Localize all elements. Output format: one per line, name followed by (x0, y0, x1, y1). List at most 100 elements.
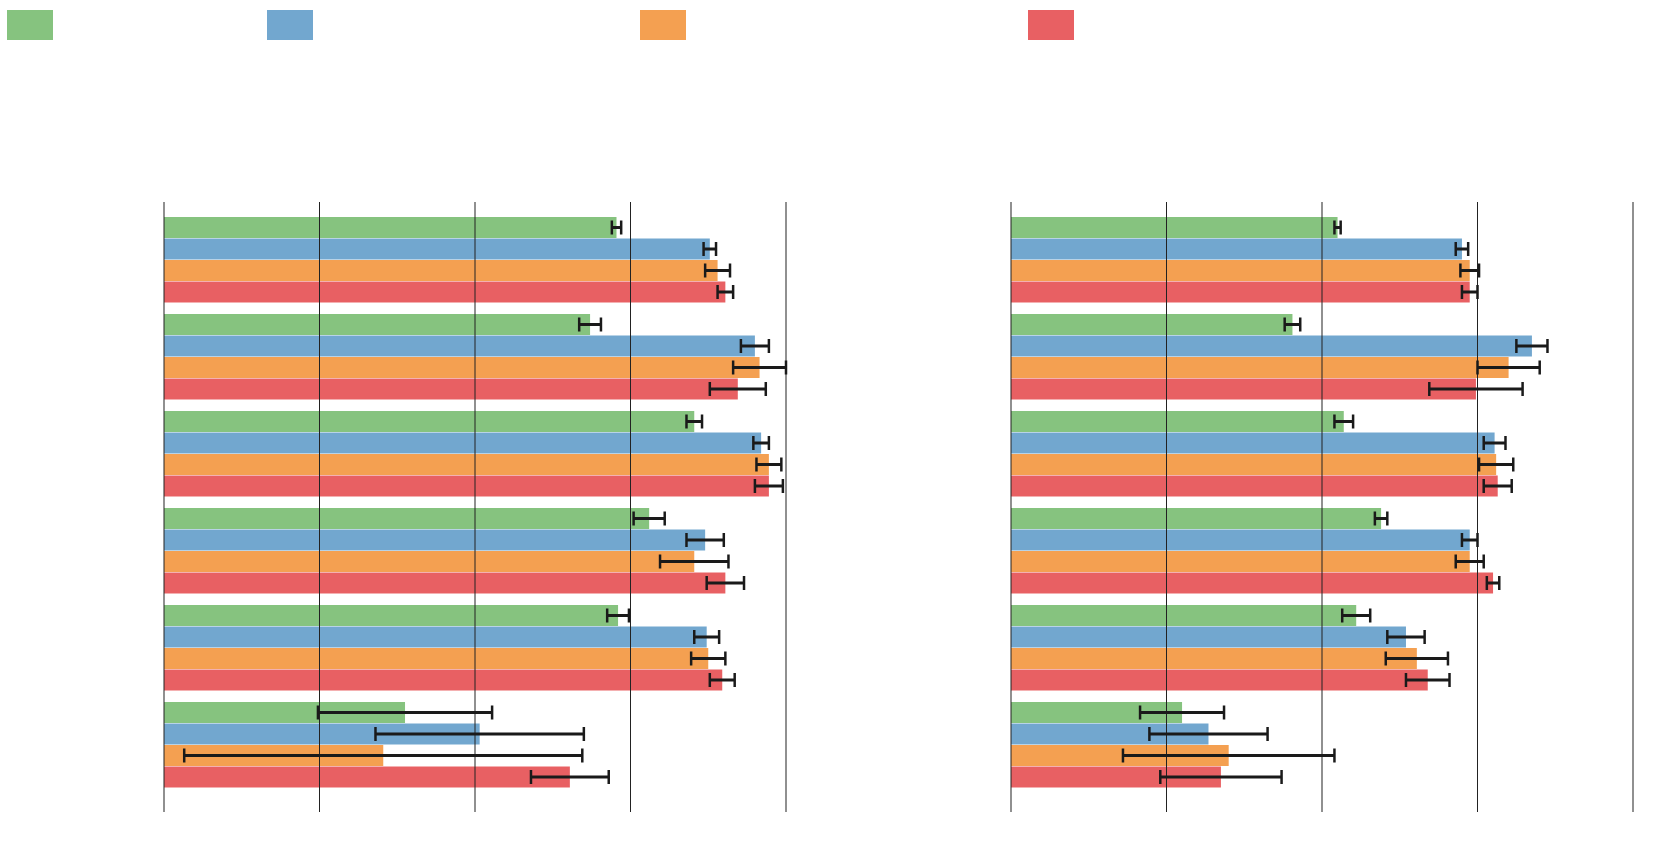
errorbar-p1-g1-s1 (610, 220, 623, 235)
errorbar-p2-g6-s1 (1138, 705, 1226, 720)
bar-p1-g1-s3 (164, 260, 718, 281)
bar-p2-g6-s4 (1011, 766, 1221, 788)
bar-p1-g3-s2 (164, 432, 762, 454)
errorbar-p1-g2-s2 (739, 339, 771, 353)
errorbar-p2-g4-s4 (1485, 576, 1501, 590)
legend-swatch-2 (267, 10, 313, 40)
bar-p1-g1-s4 (164, 281, 726, 303)
errorbar-p2-g4-s2 (1460, 533, 1479, 547)
errorbar-p2-g4-s1 (1373, 511, 1389, 526)
errorbar-p2-g2-s1 (1283, 317, 1302, 332)
bar-p1-g2-s1 (164, 314, 591, 335)
bar-p1-g3-s1 (164, 411, 695, 432)
bar-p2-g1-s3 (1011, 260, 1470, 281)
errorbar-p2-g5-s2 (1386, 630, 1426, 644)
errorbar-p1-g4-s3 (658, 554, 730, 569)
bar-p2-g1-s4 (1011, 281, 1470, 303)
errorbar-p1-g2-s1 (577, 317, 603, 332)
errorbar-p1-g1-s4 (716, 285, 735, 299)
bar-p2-g3-s3 (1011, 454, 1497, 475)
errorbar-p1-g5-s1 (605, 608, 631, 623)
bar-p2-g6-s3 (1011, 745, 1229, 766)
bar-p2-g5-s1 (1011, 605, 1357, 626)
errorbar-p1-g1-s3 (703, 263, 732, 278)
bar-p1-g1-s2 (164, 238, 710, 260)
legend-swatch-1 (7, 10, 53, 40)
errorbar-p2-g6-s3 (1121, 748, 1336, 763)
bar-p2-g1-s1 (1011, 217, 1338, 238)
errorbar-p1-g3-s1 (685, 414, 704, 429)
right-panel (1010, 202, 1634, 812)
errorbar-p1-g3-s2 (752, 436, 771, 450)
bar-p2-g2-s3 (1011, 357, 1509, 378)
bar-p1-g6-s4 (164, 766, 570, 788)
errorbar-p1-g3-s3 (755, 457, 783, 472)
bar-p2-g6-s2 (1011, 723, 1209, 745)
bar-p2-g5-s3 (1011, 648, 1417, 669)
errorbar-p2-g5-s1 (1340, 608, 1372, 623)
errorbar-p2-g5-s3 (1384, 651, 1450, 666)
bar-p2-g5-s4 (1011, 669, 1428, 691)
bar-p1-g5-s1 (164, 605, 619, 626)
bar-p1-g2-s4 (164, 378, 738, 400)
errorbar-p1-g2-s4 (708, 382, 768, 396)
bar-p2-g4-s3 (1011, 551, 1470, 572)
errorbar-p2-g3-s2 (1482, 436, 1507, 450)
bar-p1-g4-s1 (164, 508, 650, 529)
errorbar-p1-g4-s1 (632, 511, 666, 526)
errorbar-p2-g3-s3 (1477, 457, 1515, 472)
legend-swatch-4 (1028, 10, 1074, 40)
errorbar-p1-g6-s4 (529, 770, 610, 784)
errorbar-p1-g5-s4 (708, 673, 736, 687)
errorbar-p2-g2-s3 (1476, 360, 1541, 375)
errorbar-p1-g5-s2 (693, 630, 721, 644)
errorbar-p2-g4-s3 (1454, 554, 1485, 569)
errorbar-p2-g2-s2 (1515, 339, 1549, 353)
bar-p1-g3-s3 (164, 454, 769, 475)
errorbar-p1-g2-s3 (731, 360, 788, 375)
errorbar-p2-g6-s2 (1148, 727, 1269, 741)
bar-p1-g5-s3 (164, 648, 709, 669)
errorbar-p1-g6-s2 (374, 727, 586, 741)
bar-p1-g2-s3 (164, 357, 760, 378)
bar-p2-g1-s2 (1011, 238, 1462, 260)
bar-p2-g4-s4 (1011, 572, 1494, 594)
errorbar-p1-g4-s2 (685, 533, 726, 547)
errorbar-p2-g2-s4 (1428, 382, 1524, 396)
bar-p1-g6-s2 (164, 723, 480, 745)
errorbar-p1-g4-s4 (705, 576, 746, 590)
left-panel (163, 202, 788, 812)
bar-p1-g4-s2 (164, 529, 706, 551)
bar-p2-g4-s2 (1011, 529, 1470, 551)
errorbar-p2-g5-s4 (1404, 673, 1451, 687)
bar-p2-g2-s2 (1011, 335, 1532, 357)
bar-p2-g3-s2 (1011, 432, 1495, 454)
bar-p1-g2-s2 (164, 335, 755, 357)
errorbar-p2-g3-s4 (1482, 479, 1513, 493)
bar-p1-g4-s4 (164, 572, 726, 594)
bar-p1-g1-s1 (164, 217, 617, 238)
bar-p1-g5-s2 (164, 626, 707, 648)
errorbar-p1-g6-s1 (316, 705, 494, 720)
bar-p2-g3-s4 (1011, 475, 1498, 497)
bar-p2-g2-s1 (1011, 314, 1293, 335)
bar-p1-g5-s4 (164, 669, 723, 691)
bar-p2-g5-s2 (1011, 626, 1406, 648)
errorbar-p1-g6-s3 (182, 748, 584, 763)
legend-swatch-3 (640, 10, 686, 40)
errorbar-p2-g1-s4 (1460, 285, 1479, 299)
errorbar-p2-g6-s4 (1159, 770, 1283, 784)
bar-p2-g3-s1 (1011, 411, 1344, 432)
errorbar-p1-g3-s4 (753, 479, 785, 493)
errorbar-p2-g1-s1 (1333, 220, 1342, 235)
bar-p1-g4-s3 (164, 551, 695, 572)
errorbar-p2-g1-s3 (1459, 263, 1481, 278)
bar-p2-g4-s1 (1011, 508, 1382, 529)
legend (7, 10, 1074, 40)
errorbar-p2-g1-s2 (1454, 242, 1470, 256)
errorbar-p2-g3-s1 (1333, 414, 1355, 429)
errorbar-p1-g1-s2 (702, 242, 718, 256)
errorbar-p1-g5-s3 (689, 651, 727, 666)
bar-p2-g2-s4 (1011, 378, 1476, 400)
